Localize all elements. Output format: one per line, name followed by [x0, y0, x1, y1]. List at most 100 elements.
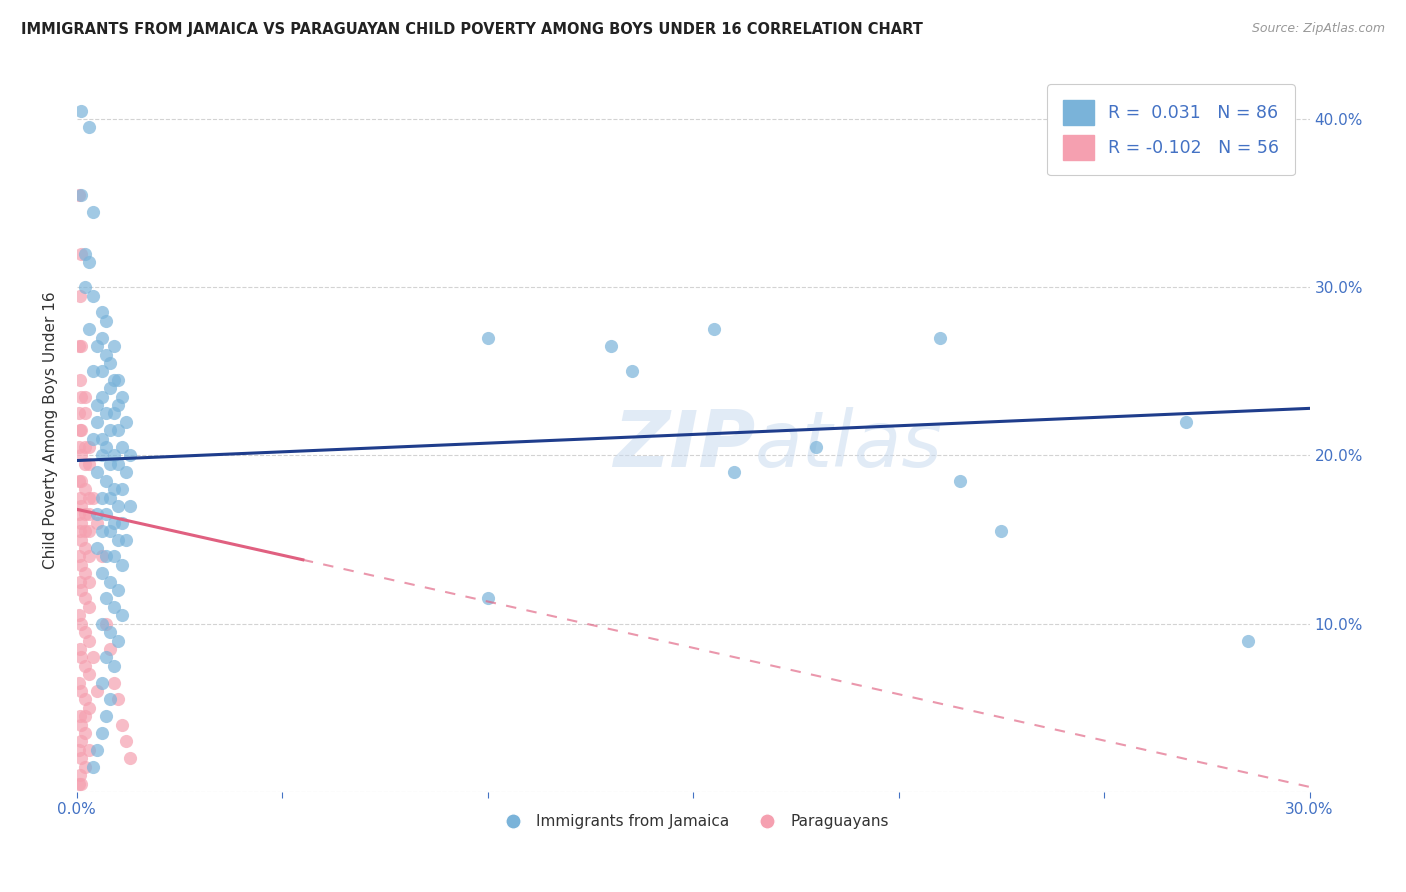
Point: [86, 465, 108, 479]
Point: [82, 204, 104, 219]
Point: [111, 558, 134, 572]
Point: [90, 726, 112, 740]
Point: [107, 457, 129, 471]
Y-axis label: Child Poverty Among Boys Under 16: Child Poverty Among Boys Under 16: [44, 292, 58, 569]
Point: [77, 440, 100, 454]
Point: [94, 406, 117, 420]
Point: [77, 701, 100, 715]
Point: [70, 339, 93, 353]
Point: [69, 373, 91, 387]
Point: [1237, 633, 1260, 648]
Point: [90, 524, 112, 538]
Point: [70, 449, 93, 463]
Point: [90, 432, 112, 446]
Point: [75, 692, 97, 706]
Point: [103, 482, 125, 496]
Point: [86, 516, 108, 530]
Point: [70, 684, 93, 698]
Point: [98, 491, 121, 505]
Point: [82, 288, 104, 302]
Point: [77, 549, 100, 564]
Point: [86, 339, 108, 353]
Point: [103, 658, 125, 673]
Point: [67, 406, 90, 420]
Point: [69, 709, 91, 723]
Point: [75, 625, 97, 640]
Point: [94, 591, 117, 606]
Point: [90, 616, 112, 631]
Point: [103, 549, 125, 564]
Point: [75, 406, 97, 420]
Point: [103, 516, 125, 530]
Point: [77, 633, 100, 648]
Point: [82, 364, 104, 378]
Point: [70, 246, 93, 260]
Point: [120, 449, 142, 463]
Point: [111, 717, 134, 731]
Point: [86, 508, 108, 522]
Point: [94, 508, 117, 522]
Point: [70, 776, 93, 790]
Point: [70, 583, 93, 598]
Point: [75, 524, 97, 538]
Point: [77, 322, 100, 336]
Point: [90, 491, 112, 505]
Point: [103, 373, 125, 387]
Point: [69, 768, 91, 782]
Point: [98, 642, 121, 657]
Point: [70, 187, 93, 202]
Point: [107, 499, 129, 513]
Point: [103, 449, 125, 463]
Point: [77, 599, 100, 614]
Point: [77, 743, 100, 757]
Point: [98, 457, 121, 471]
Point: [75, 457, 97, 471]
Point: [70, 103, 93, 118]
Point: [69, 524, 91, 538]
Point: [90, 549, 112, 564]
Point: [103, 675, 125, 690]
Text: IMMIGRANTS FROM JAMAICA VS PARAGUAYAN CHILD POVERTY AMONG BOYS UNDER 16 CORRELAT: IMMIGRANTS FROM JAMAICA VS PARAGUAYAN CH…: [21, 22, 922, 37]
Point: [107, 583, 129, 598]
Point: [82, 760, 104, 774]
Point: [949, 474, 972, 488]
Point: [98, 574, 121, 589]
Point: [77, 457, 100, 471]
Point: [98, 381, 121, 395]
Point: [70, 423, 93, 437]
Point: [75, 482, 97, 496]
Point: [69, 491, 91, 505]
Point: [94, 474, 117, 488]
Point: [86, 743, 108, 757]
Text: atlas: atlas: [755, 407, 942, 483]
Point: [98, 524, 121, 538]
Point: [70, 390, 93, 404]
Point: [90, 305, 112, 319]
Point: [107, 692, 129, 706]
Point: [90, 566, 112, 581]
Point: [115, 533, 138, 547]
Point: [70, 717, 93, 731]
Point: [67, 474, 90, 488]
Point: [77, 574, 100, 589]
Point: [70, 751, 93, 765]
Point: [703, 322, 725, 336]
Point: [111, 516, 134, 530]
Point: [70, 650, 93, 665]
Point: [70, 734, 93, 748]
Point: [75, 726, 97, 740]
Point: [723, 465, 745, 479]
Point: [70, 499, 93, 513]
Point: [103, 599, 125, 614]
Point: [115, 734, 138, 748]
Point: [620, 364, 643, 378]
Point: [990, 524, 1012, 538]
Point: [70, 558, 93, 572]
Point: [82, 491, 104, 505]
Point: [107, 533, 129, 547]
Point: [115, 465, 138, 479]
Point: [86, 541, 108, 555]
Point: [103, 339, 125, 353]
Point: [70, 533, 93, 547]
Point: [94, 549, 117, 564]
